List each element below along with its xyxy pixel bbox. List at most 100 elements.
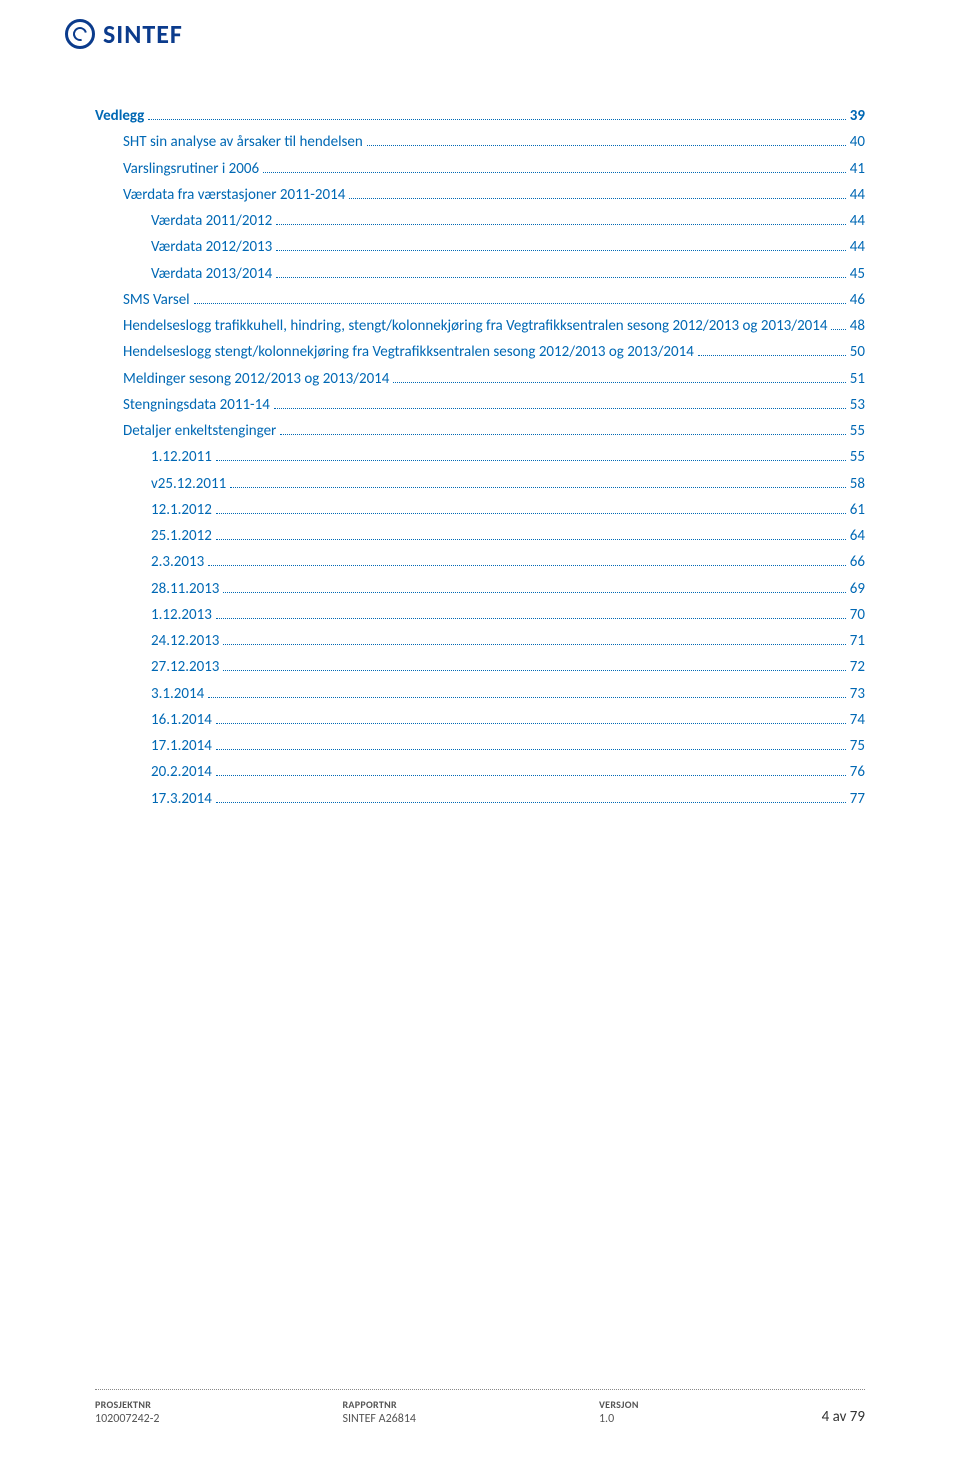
toc-dot-leader [223,658,845,672]
toc-dot-leader [194,290,846,304]
toc-dot-leader [698,343,846,357]
toc-entry[interactable]: 17.3.201477 [95,788,865,811]
sintef-logo-icon [65,19,95,49]
toc-entry-label: 3.1.2014 [151,683,204,706]
toc-entry-page: 69 [850,578,865,601]
toc-dot-leader [208,553,846,567]
toc-entry-label: SMS Varsel [123,289,190,312]
toc-entry[interactable]: Varslingsrutiner i 200641 [95,158,865,181]
toc-dot-leader [831,317,845,331]
toc-dot-leader [349,185,845,199]
toc-entry-label: Hendelseslogg stengt/kolonnekjøring fra … [123,341,694,364]
toc-entry-page: 44 [850,184,865,207]
toc-dot-leader [276,264,846,278]
footer-label: VERSJON [599,1398,639,1411]
toc-entry-label: 1.12.2013 [151,604,212,627]
toc-dot-leader [276,238,846,252]
toc-entry-page: 76 [850,761,865,784]
toc-dot-leader [276,212,846,226]
toc-entry-label: 27.12.2013 [151,656,219,679]
toc-entry-page: 44 [850,236,865,259]
toc-entry-page: 74 [850,709,865,732]
toc-entry-label: 25.1.2012 [151,525,212,548]
footer-value: 1.0 [599,1412,639,1426]
toc-entry[interactable]: Værdata 2012/2013 44 [95,236,865,259]
toc-dot-leader [216,763,846,777]
toc-entry[interactable]: Værdata 2013/201445 [95,263,865,286]
toc-entry[interactable]: Vedlegg39 [95,105,865,128]
toc-entry[interactable]: Detaljer enkeltstenginger 55 [95,420,865,443]
toc-entry-page: 61 [850,499,865,522]
toc-entry[interactable]: SMS Varsel 46 [95,289,865,312]
toc-entry-page: 70 [850,604,865,627]
toc-entry-page: 55 [850,420,865,443]
toc-dot-leader [367,133,846,147]
toc-entry[interactable]: v25.12.201158 [95,473,865,496]
toc-entry-label: Detaljer enkeltstenginger [123,420,276,443]
toc-entry[interactable]: Værdata fra værstasjoner 2011-2014 44 [95,184,865,207]
toc-entry[interactable]: 2.3.2013 66 [95,551,865,574]
toc-entry[interactable]: Hendelseslogg stengt/kolonnekjøring fra … [95,341,865,364]
toc-entry[interactable]: 25.1.2012 64 [95,525,865,548]
toc-entry-label: Hendelseslogg trafikkuhell, hindring, st… [123,315,827,338]
toc-entry-label: Værdata 2011/2012 [151,210,272,233]
toc-dot-leader [263,159,846,173]
toc-entry[interactable]: Hendelseslogg trafikkuhell, hindring, st… [95,315,865,338]
toc-dot-leader [216,448,846,462]
toc-entry-page: 40 [850,131,865,154]
toc-dot-leader [223,579,845,593]
toc-entry-page: 50 [850,341,865,364]
toc-entry[interactable]: Meldinger sesong 2012/2013 og 2013/20145… [95,368,865,391]
toc-entry-label: SHT sin analyse av årsaker til hendelsen [123,131,363,154]
page-footer: PROSJEKTNR 102007242-2 RAPPORTNR SINTEF … [95,1389,865,1426]
toc-dot-leader [216,710,846,724]
footer-value: SINTEF A26814 [342,1412,416,1426]
toc-entry[interactable]: 20.2.2014 76 [95,761,865,784]
toc-dot-leader [230,474,846,488]
toc-dot-leader [280,422,846,436]
toc-entry-page: 71 [850,630,865,653]
toc-dot-leader [216,605,846,619]
toc-entry-label: 2.3.2013 [151,551,204,574]
brand-name: SINTEF [103,18,183,50]
toc-entry-page: 72 [850,656,865,679]
toc-entry[interactable]: 3.1.2014 73 [95,683,865,706]
toc-dot-leader [274,395,846,409]
page-header: SINTEF [0,0,960,50]
toc-entry-page: 75 [850,735,865,758]
toc-entry[interactable]: 12.1.2012 61 [95,499,865,522]
toc-entry[interactable]: 17.1.201475 [95,735,865,758]
toc-entry-label: 24.12.2013 [151,630,219,653]
toc-entry-label: 12.1.2012 [151,499,212,522]
toc-dot-leader [216,737,846,751]
toc-entry-page: 46 [850,289,865,312]
toc-entry-label: Værdata 2012/2013 [151,236,272,259]
toc-entry-label: Meldinger sesong 2012/2013 og 2013/2014 [123,368,389,391]
footer-label: RAPPORTNR [342,1398,416,1411]
toc-entry[interactable]: 16.1.201474 [95,709,865,732]
footer-project-number: PROSJEKTNR 102007242-2 [95,1398,160,1426]
toc-entry-label: 1.12.2011 [151,446,212,469]
toc-entry-label: 28.11.2013 [151,578,219,601]
toc-entry[interactable]: Værdata 2011/201244 [95,210,865,233]
toc-dot-leader [393,369,845,383]
toc-entry-page: 53 [850,394,865,417]
toc-entry-page: 73 [850,683,865,706]
toc-entry-page: 48 [850,315,865,338]
toc-entry-page: 39 [850,105,865,128]
toc-entry[interactable]: 24.12.2013 71 [95,630,865,653]
toc-entry-page: 64 [850,525,865,548]
toc-entry[interactable]: SHT sin analyse av årsaker til hendelsen… [95,131,865,154]
toc-entry[interactable]: 1.12.201155 [95,446,865,469]
footer-value: 102007242-2 [95,1412,160,1426]
toc-entry[interactable]: 27.12.2013 72 [95,656,865,679]
toc-entry[interactable]: 28.11.2013 69 [95,578,865,601]
toc-entry-page: 77 [850,788,865,811]
toc-dot-leader [216,789,846,803]
toc-entry[interactable]: Stengningsdata 2011-1453 [95,394,865,417]
toc-entry-label: Varslingsrutiner i 2006 [123,158,259,181]
toc-entry-label: Værdata fra værstasjoner 2011-2014 [123,184,345,207]
toc-entry-page: 66 [850,551,865,574]
toc-entry[interactable]: 1.12.2013 70 [95,604,865,627]
toc-entry-label: 20.2.2014 [151,761,212,784]
